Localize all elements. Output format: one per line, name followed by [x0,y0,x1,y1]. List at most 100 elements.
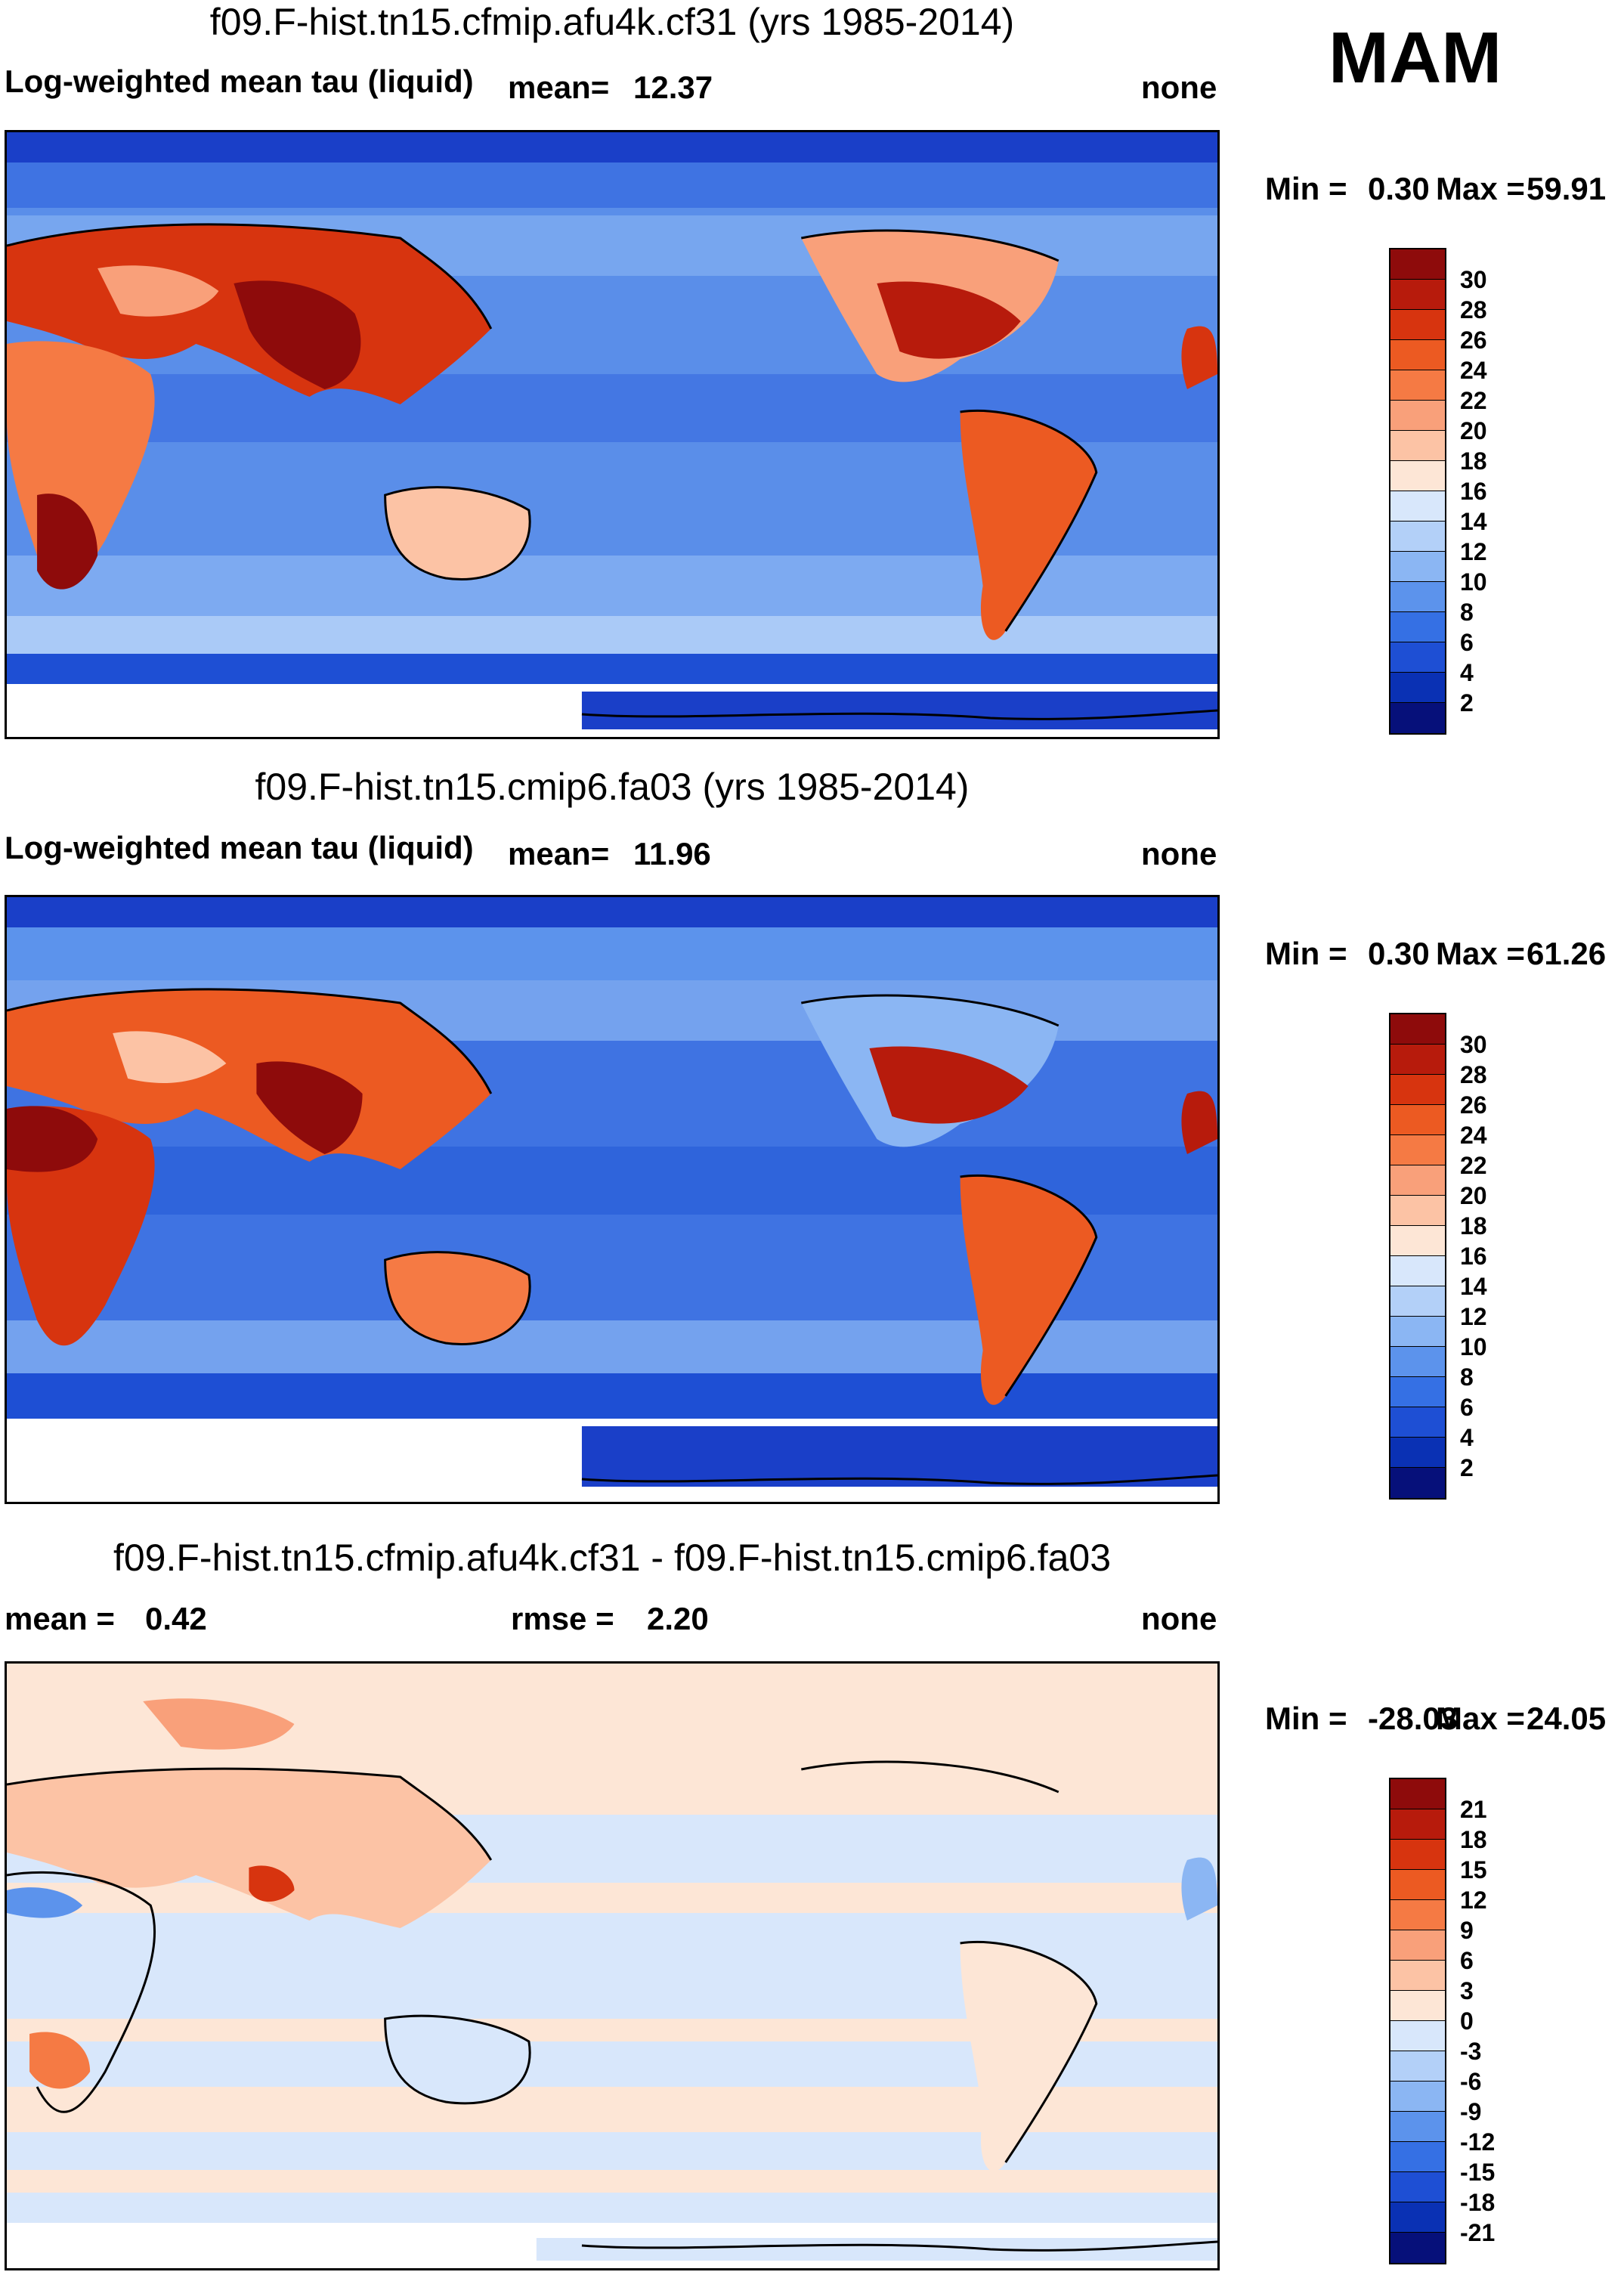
min-label: Min = [1265,936,1347,971]
colorbar-swatch [1390,280,1445,310]
colorbar-swatch [1390,2112,1445,2142]
colorbar-tick-label: 12 [1460,1887,1487,1914]
colorbar-tick-label: 30 [1460,1031,1487,1058]
colorbar-tick-label: 18 [1460,1826,1487,1853]
mean-value: 0.42 [145,1601,207,1636]
rmse-value: 2.20 [647,1601,709,1636]
colorbar-swatch [1390,1045,1445,1075]
colorbar-swatch [1390,1286,1445,1317]
panel-title: f09.F-hist.tn15.cfmip.afu4k.cf31 (yrs 19… [209,1,1015,43]
max-value: 61.26 [1527,936,1607,971]
units-label: none [1141,70,1217,105]
colorbar-tick-label: 21 [1460,1796,1487,1823]
mean-label: mean = [5,1601,115,1636]
colorbar-swatch [1390,1256,1445,1286]
colorbar-swatch [1390,1468,1445,1498]
max-value: 59.91 [1527,171,1607,206]
colorbar-tick-label: 6 [1460,1947,1474,1974]
colorbar-swatch [1390,2233,1445,2263]
colorbar-swatch [1390,582,1445,612]
colorbar-tick-label: 6 [1460,1394,1474,1421]
colorbar-tick-label: 9 [1460,1917,1474,1944]
colorbar-tick-label: 6 [1460,629,1474,656]
colorbar-tick-label: -15 [1460,2159,1496,2186]
colorbar-swatch [1390,703,1445,733]
colorbar-swatch [1390,2142,1445,2172]
colorbar-swatch [1390,1014,1445,1045]
colorbar-tick-label: -18 [1460,2189,1496,2216]
colorbar-tick-label: 3 [1460,1977,1474,2004]
colorbar-swatch [1390,1779,1445,1809]
colorbar-swatch [1390,1226,1445,1256]
max-label: Max = [1436,1701,1525,1736]
rmse-label: rmse = [511,1601,614,1636]
colorbar-swatch [1390,1840,1445,1870]
colorbar-tick-label: 16 [1460,478,1487,505]
colorbar-tick-label: 18 [1460,1212,1487,1240]
colorbar-swatch [1390,249,1445,280]
colorbar-tick-label: 0 [1460,2007,1474,2035]
colorbar-swatch [1390,1347,1445,1377]
colorbar-tick-label: 2 [1460,689,1474,717]
colorbar-tick-label: 24 [1460,1122,1487,1149]
colorbar-tick-label: 18 [1460,447,1487,475]
colorbar-swatch [1390,1809,1445,1840]
colorbar-swatch [1390,491,1445,522]
min-label: Min = [1265,171,1347,206]
colorbar-swatch [1390,370,1445,401]
mean-label: mean= [508,836,610,871]
colorbar-tick-label: 28 [1460,296,1487,323]
max-label: Max = [1436,171,1525,206]
colorbar-swatch [1390,1930,1445,1961]
min-value: 0.30 [1368,936,1430,971]
min-value: -28.03 [1368,1701,1459,1736]
colorbar-swatch [1390,1961,1445,1991]
colorbar-swatch [1390,1377,1445,1407]
colorbar-swatch [1390,1196,1445,1226]
colorbar-swatch [1390,552,1445,582]
colorbar-tick-label: 12 [1460,538,1487,565]
panel-title: f09.F-hist.tn15.cmip6.fa03 (yrs 1985-201… [255,766,970,808]
map-panel-difference [5,1661,1220,2270]
colorbar-tick-label: -3 [1460,2038,1482,2065]
max-label: Max = [1436,936,1525,971]
colorbar-tick-label: 4 [1460,1424,1474,1451]
colorbar-swatch [1390,2172,1445,2202]
colorbar-swatch [1390,673,1445,703]
colorbar-tick-label: 24 [1460,357,1487,384]
colorbar-tick-label: 20 [1460,1182,1487,1209]
colorbar-swatch [1390,310,1445,340]
colorbar-tick-label: 4 [1460,659,1474,686]
colorbar-tick-label: 8 [1460,599,1474,626]
colorbar-swatch [1390,2051,1445,2082]
min-value: 0.30 [1368,171,1430,206]
map-panel-control [5,895,1220,1504]
colorbar-tick-label: -21 [1460,2219,1496,2246]
colorbar-swatch [1390,1075,1445,1105]
colorbar-swatch [1390,522,1445,552]
colorbar-tick-label: -9 [1460,2098,1482,2125]
variable-label: Log-weighted mean tau (liquid) [5,63,474,99]
colorbar-tick-label: -12 [1460,2128,1496,2156]
max-value: 24.05 [1527,1701,1607,1736]
map-panel-model [5,130,1220,739]
colorbar-swatch [1390,2082,1445,2112]
season-label: MAM [1329,17,1502,98]
units-label: none [1141,836,1217,871]
min-label: Min = [1265,1701,1347,1736]
colorbar-swatch [1390,1105,1445,1135]
colorbar [1389,1013,1446,1500]
colorbar-swatch [1390,1407,1445,1438]
colorbar-tick-label: 22 [1460,387,1487,414]
colorbar-swatch [1390,642,1445,673]
colorbar-tick-label: -6 [1460,2068,1482,2095]
colorbar-tick-label: 22 [1460,1152,1487,1179]
colorbar-swatch [1390,1991,1445,2021]
colorbar-tick-label: 16 [1460,1243,1487,1270]
colorbar-swatch [1390,1900,1445,1930]
colorbar-tick-label: 28 [1460,1061,1487,1088]
colorbar-tick-label: 15 [1460,1856,1487,1883]
variable-label: Log-weighted mean tau (liquid) [5,830,474,865]
colorbar-swatch [1390,401,1445,431]
colorbar-tick-label: 26 [1460,327,1487,354]
